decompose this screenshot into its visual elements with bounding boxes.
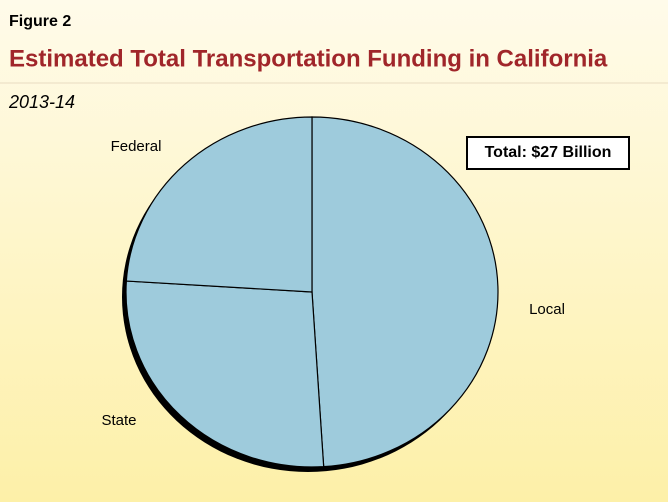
figure-label: Figure 2: [9, 13, 71, 30]
chart-title: Estimated Total Transportation Funding i…: [9, 45, 608, 72]
slice-label: Federal: [111, 138, 162, 155]
annotation: Total: $27 Billion: [485, 144, 612, 161]
pie-slice: [125, 280, 325, 468]
slice-label: Local: [529, 301, 565, 318]
slice-label: State: [101, 412, 136, 429]
subtitle: 2013-14: [8, 92, 75, 112]
pie-slice: [311, 116, 499, 468]
pie-slice: [125, 116, 313, 293]
annotation-box: [466, 136, 630, 170]
